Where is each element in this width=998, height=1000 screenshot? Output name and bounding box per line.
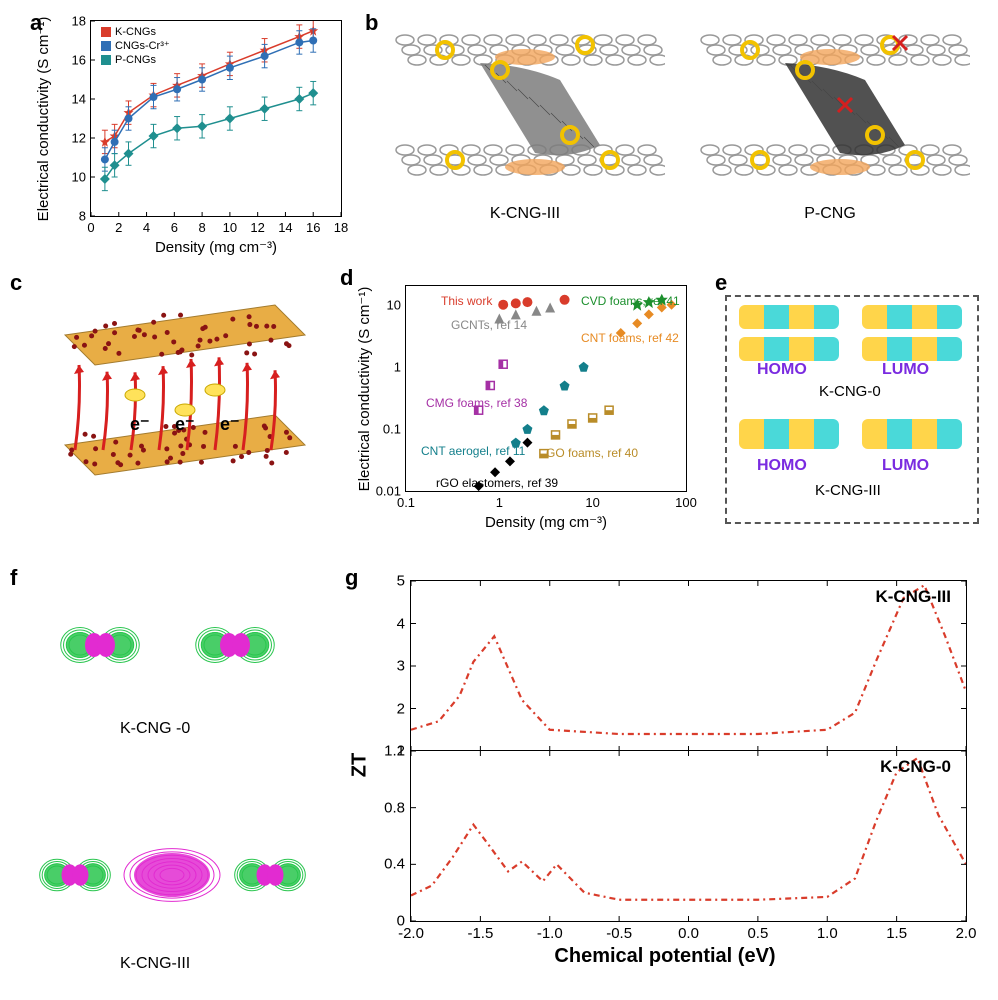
panel-e-letter: e (715, 270, 727, 296)
legend-a-0: K-CNGs (115, 26, 156, 38)
panel-g-top-plot: K-CNG-III 12345 (410, 580, 967, 752)
panel-a-plot: Electrical conductivity (S cm⁻¹) Density… (90, 20, 342, 217)
label-kcng-3: K-CNG-III (815, 482, 881, 499)
panel-g-xlabel: Chemical potential (eV) (554, 945, 775, 968)
panel-g-ylabel: ZT (349, 753, 372, 777)
panel-d-ylabel: Electrical conductivity (S cm⁻¹) (355, 286, 373, 491)
panel-g-bottom-title: K-CNG-0 (880, 757, 951, 777)
panel-g-letter: g (345, 565, 358, 591)
svg-text:e⁻: e⁻ (175, 414, 195, 434)
panel-c-schematic: e⁻ e⁻ e⁻ (35, 295, 315, 495)
panel-b-right: P-CNG (690, 25, 970, 195)
orbital-lumo-3-icon (862, 419, 962, 449)
svg-text:e⁻: e⁻ (130, 414, 150, 434)
label-lumo-0: LUMO (882, 361, 929, 379)
panel-b-letter: b (365, 10, 378, 36)
label-kcng-0: K-CNG-0 (819, 383, 881, 400)
panel-b-right-label: P-CNG (804, 205, 856, 223)
panel-f-label-1: K-CNG-III (120, 955, 190, 973)
panel-a-legend: K-CNGs CNGs-Cr³⁺ P-CNGs (101, 25, 170, 67)
label-lumo-3: LUMO (882, 457, 929, 475)
orbital-lumo-0-icon (862, 305, 962, 329)
label-homo-3: HOMO (757, 457, 807, 475)
panel-g-bottom-plot: K-CNG-0 00.40.81.2 -2.0-1.5-1.0-0.50.00.… (410, 750, 967, 922)
svg-text:e⁻: e⁻ (220, 414, 240, 434)
panel-d: d Electrical conductivity (S cm⁻¹) Densi… (345, 270, 705, 530)
panel-e: e HOMO LUMO K-CNG-0 HOMO LUMO K-CNG-III (715, 270, 985, 525)
orbital-homo-3-icon (739, 419, 839, 449)
panel-g-top-title: K-CNG-III (875, 587, 951, 607)
panel-a-ylabel: Electrical conductivity (S cm⁻¹) (34, 16, 52, 221)
panel-a: a Electrical conductivity (S cm⁻¹) Densi… (30, 10, 350, 250)
label-homo-0: HOMO (757, 361, 807, 379)
panel-b-left: K-CNG-III (385, 25, 665, 195)
legend-a-2: P-CNGs (115, 54, 156, 66)
panel-f-label-0: K-CNG -0 (120, 720, 190, 738)
orbital-homo-0-icon (739, 305, 839, 329)
legend-a-1: CNGs-Cr³⁺ (115, 40, 170, 52)
panel-b: b K-CNG-III P-CNG (365, 10, 985, 255)
panel-g: g ZT Chemical potential (eV) K-CNG-III 1… (345, 565, 985, 985)
panel-b-left-label: K-CNG-III (490, 205, 560, 223)
panel-f: f K-CNG -0 K-CNG-III (10, 565, 330, 985)
panel-d-plot: Electrical conductivity (S cm⁻¹) Density… (405, 285, 687, 492)
panel-d-letter: d (340, 265, 353, 291)
panel-c-letter: c (10, 270, 330, 296)
panel-c: c e⁻ e⁻ e⁻ (10, 270, 330, 520)
panel-e-box: HOMO LUMO K-CNG-0 HOMO LUMO K-CNG-III (725, 295, 979, 524)
